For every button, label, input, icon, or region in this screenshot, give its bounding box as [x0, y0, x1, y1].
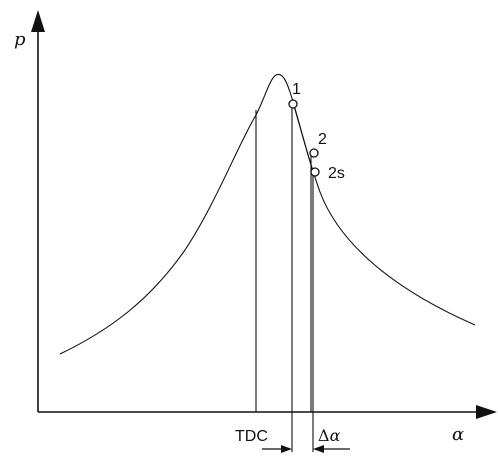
point-1-label: 1: [292, 81, 301, 98]
x-axis-label: α: [452, 424, 464, 445]
delta-left-arrowhead: [281, 445, 292, 453]
delta-right-arrowhead: [313, 445, 324, 453]
isentropic-line-1-2s: [293, 105, 314, 173]
delta-symbol: Δ: [318, 426, 330, 445]
point-2s-marker: [310, 167, 320, 177]
point-1-marker: [288, 99, 298, 109]
x-axis-arrowhead: [476, 405, 497, 419]
point-2s-label: 2s: [328, 165, 345, 182]
y-axis-arrowhead: [31, 10, 45, 32]
y-axis-label: p: [14, 29, 26, 50]
delta-alpha-label: Δα: [318, 426, 341, 445]
delta-variable: α: [330, 426, 341, 445]
point-2-label: 2: [318, 131, 327, 148]
tdc-label: TDC: [235, 428, 268, 445]
pressure-curve: [59, 73, 476, 355]
point-2-marker: [309, 148, 319, 158]
